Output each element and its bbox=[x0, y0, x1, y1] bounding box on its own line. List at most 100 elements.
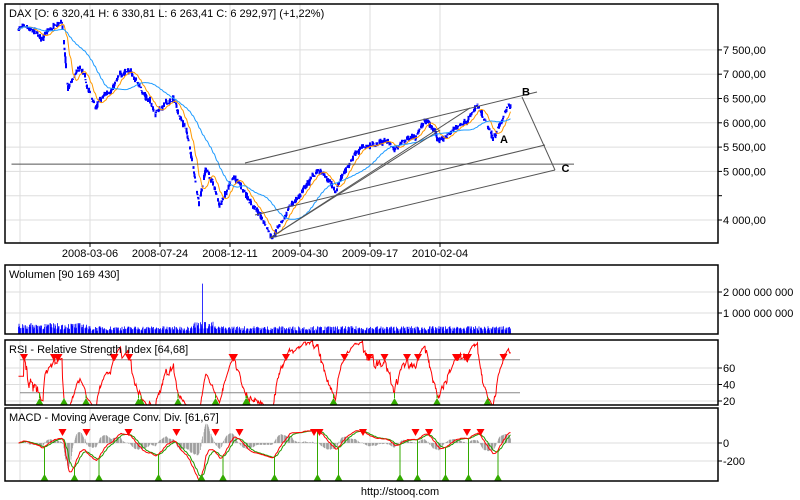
price-panel-title: DAX [O: 6 320,41 H: 6 330,81 L: 6 263,41… bbox=[9, 8, 324, 20]
buy-signal-marker bbox=[211, 398, 220, 405]
price-y-tick-label: 4 000,00 bbox=[723, 215, 766, 227]
buy-signal-marker bbox=[35, 398, 44, 405]
sell-signal-marker bbox=[124, 429, 133, 436]
sell-signal-marker bbox=[340, 354, 349, 361]
sell-signal-marker bbox=[464, 354, 472, 361]
x-tick-label: 2008-03-06 bbox=[62, 248, 118, 260]
sell-signal-marker bbox=[110, 354, 119, 361]
sell-signal-marker bbox=[54, 354, 63, 361]
sell-signal-marker bbox=[411, 429, 420, 436]
volume-panel-frame bbox=[4, 264, 719, 335]
sell-signal-marker bbox=[230, 354, 238, 361]
buy-signal-marker bbox=[313, 474, 322, 481]
price-y-tick-label: 6 500,00 bbox=[723, 94, 766, 106]
trend-line bbox=[254, 144, 546, 216]
rsi-grid bbox=[5, 340, 718, 405]
macd-grid bbox=[5, 408, 718, 481]
price-y-tick-label: 5 000,00 bbox=[723, 166, 766, 178]
price-panel-frame bbox=[4, 3, 719, 244]
buy-signal-marker bbox=[137, 398, 145, 405]
buy-signal-marker bbox=[154, 474, 163, 481]
buy-signal-marker bbox=[95, 474, 103, 481]
trend-line bbox=[521, 96, 556, 171]
price-y-tick-label: 5 500,00 bbox=[723, 142, 766, 154]
price-y-tick-label: 6 000,00 bbox=[723, 118, 766, 130]
sell-signal-marker bbox=[476, 429, 485, 436]
sell-signal-marker bbox=[58, 429, 67, 436]
buy-signal-marker bbox=[70, 474, 79, 481]
trend-line bbox=[269, 169, 556, 239]
rsi-line bbox=[18, 340, 511, 405]
rsi-panel-frame bbox=[4, 339, 719, 406]
sell-signal-marker bbox=[172, 429, 181, 436]
macd-y-tick-label: -200 bbox=[723, 456, 745, 468]
buy-signal-marker bbox=[174, 398, 182, 405]
x-tick-label: 2010-02-04 bbox=[412, 248, 468, 260]
sell-signal-marker bbox=[499, 354, 508, 361]
volume-y-tick-label: 2 000 000 000 bbox=[723, 287, 793, 299]
price-y-tick-label: 7 000,00 bbox=[723, 69, 766, 81]
buy-signal-marker bbox=[329, 398, 338, 405]
sell-signal-marker bbox=[380, 354, 389, 361]
macd-signal-line bbox=[18, 430, 511, 477]
annotation-label: A bbox=[500, 134, 508, 146]
sell-signal-marker bbox=[414, 354, 422, 361]
rsi-y-tick-label: 40 bbox=[723, 380, 735, 392]
buy-signal-marker bbox=[441, 474, 450, 481]
buy-signal-marker bbox=[219, 474, 227, 481]
x-tick-label: 2009-04-30 bbox=[272, 248, 328, 260]
volume-grid bbox=[5, 265, 718, 334]
x-tick-label: 2008-12-11 bbox=[202, 248, 257, 260]
macd-panel-frame bbox=[4, 407, 719, 482]
sell-signal-marker bbox=[235, 429, 244, 436]
sell-signal-marker bbox=[454, 354, 462, 361]
sell-signal-marker bbox=[315, 429, 324, 436]
rsi-y-tick-label: 20 bbox=[723, 396, 735, 408]
sell-signal-marker bbox=[359, 429, 367, 436]
buy-signal-marker bbox=[40, 474, 49, 481]
rsi-y-tick-label: 60 bbox=[723, 363, 735, 375]
buy-signal-marker bbox=[396, 474, 404, 481]
price-grid bbox=[5, 4, 718, 243]
sell-signal-marker bbox=[403, 354, 411, 361]
buy-signal-marker bbox=[413, 474, 422, 481]
sell-signal-marker bbox=[310, 429, 318, 436]
buy-signal-marker bbox=[390, 398, 399, 405]
sell-signal-marker bbox=[365, 354, 373, 361]
buy-signal-marker bbox=[82, 398, 90, 405]
trend-line bbox=[244, 91, 538, 164]
price-y-tick-label: 7 500,00 bbox=[723, 45, 766, 57]
volume-panel-title: Wolumen [90 169 430] bbox=[9, 269, 119, 281]
buy-signal-marker bbox=[243, 398, 251, 405]
sell-signal-marker bbox=[282, 354, 290, 361]
macd-y-tick-label: 0 bbox=[723, 438, 729, 450]
annotation-label: B bbox=[522, 87, 530, 99]
sell-signal-marker bbox=[425, 429, 433, 436]
volume-y-tick-label: 1 000 000 000 bbox=[723, 308, 793, 320]
buy-signal-marker bbox=[494, 474, 502, 481]
trend-line bbox=[269, 129, 441, 239]
buy-signal-marker bbox=[197, 474, 206, 481]
macd-histogram bbox=[18, 423, 511, 469]
buy-signal-marker bbox=[270, 474, 279, 481]
buy-signal-marker bbox=[433, 398, 441, 405]
sell-signal-marker bbox=[20, 354, 28, 361]
sell-signal-marker bbox=[82, 429, 91, 436]
buy-signal-marker bbox=[483, 398, 492, 405]
footer-link[interactable]: http://stooq.com bbox=[360, 486, 440, 498]
volume-bars bbox=[18, 283, 511, 334]
annotation-label: C bbox=[562, 163, 570, 175]
x-tick-label: 2009-09-17 bbox=[342, 248, 398, 260]
buy-signal-marker bbox=[60, 398, 68, 405]
sell-signal-marker bbox=[125, 354, 133, 361]
buy-signal-marker bbox=[464, 474, 473, 481]
sell-signal-marker bbox=[211, 429, 220, 436]
moving-average-short bbox=[18, 23, 511, 234]
buy-signal-marker bbox=[334, 474, 343, 481]
sell-signal-marker bbox=[463, 429, 471, 436]
x-tick-label: 2008-07-24 bbox=[132, 248, 188, 260]
macd-panel-title: MACD - Moving Average Conv. Div. [61,67] bbox=[9, 412, 219, 424]
rsi-panel-title: RSI - Relative Strength Index [64,68] bbox=[9, 344, 188, 356]
